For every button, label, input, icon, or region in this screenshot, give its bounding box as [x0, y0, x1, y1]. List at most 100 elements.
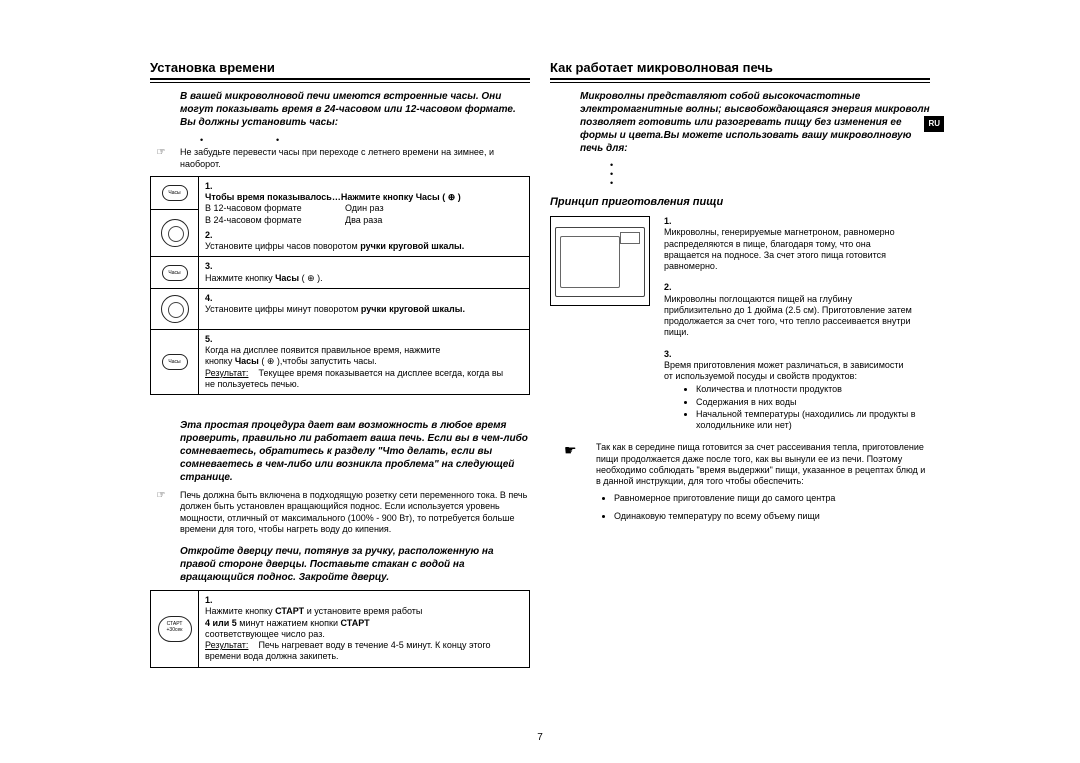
step-text-cell: 5. Когда на дисплее появится правильное … [199, 329, 530, 394]
format-label: В 12-часовом формате [205, 203, 345, 214]
bullet: • [610, 179, 930, 188]
pointer-icon: ☛ [564, 442, 577, 460]
step-row: Часы 1. Чтобы время показывалось…Нажмите… [151, 176, 530, 209]
step-number: 1. [205, 595, 219, 606]
step-text: Нажмите кнопку СТАРТ и установите время … [205, 606, 507, 662]
step-text-cell: 4. Установите цифры минут поворотом ручк… [199, 288, 530, 329]
bullet: • [200, 135, 203, 146]
step-text: Установите цифры часов поворотом ручки к… [205, 241, 507, 252]
result-text: Текущее время показывается на дисплее вс… [205, 368, 503, 389]
principle-subhead: Принцип приготовления пищи [550, 196, 930, 210]
left-intro: В вашей микроволновой печи имеются встро… [150, 90, 530, 129]
start-step-table: СТАРТ +30сек 1. Нажмите кнопку СТАРТ и у… [150, 590, 530, 668]
step-row: СТАРТ +30сек 1. Нажмите кнопку СТАРТ и у… [151, 591, 530, 668]
step-number: 2. [205, 230, 219, 241]
divider [550, 78, 930, 80]
step-text: Установите цифры минут поворотом ручки к… [205, 304, 507, 315]
step-number: 1. [205, 181, 219, 192]
principle-text: Время приготовления может различаться, в… [664, 360, 914, 383]
result-label: Результат: [205, 368, 248, 378]
clock-button-icon: Часы [162, 265, 188, 281]
right-intro: Микроволны представляют собой высокочаст… [550, 90, 930, 155]
principle-number: 1. [664, 216, 678, 227]
pointer-note: ☛ Так как в середине пища готовится за с… [550, 442, 930, 522]
bullet: • [610, 170, 930, 179]
step-icon-cell: Часы [151, 329, 199, 394]
use-bullets: • • • [550, 161, 930, 188]
note-text: Печь должна быть включена в подходящую р… [180, 490, 527, 534]
clock-button-icon: Часы [162, 354, 188, 370]
format-row: В 24-часовом формате Два раза [205, 215, 507, 226]
check-note: ☞ Печь должна быть включена в подходящую… [150, 490, 530, 535]
format-row: В 12-часовом формате Один раз [205, 203, 507, 214]
step-row: Часы 3. Нажмите кнопку Часы ( ⊕ ). [151, 257, 530, 289]
factor-item: Количества и плотности продуктов [696, 384, 930, 395]
divider [550, 82, 930, 83]
step-icon-cell [151, 288, 199, 329]
step-text: Когда на дисплее появится правильное вре… [205, 345, 507, 390]
microwave-figure [550, 216, 650, 306]
principle-item: 1. Микроволны, генерируемые магнетроном,… [550, 216, 930, 432]
divider [150, 78, 530, 80]
note-icon: ☞ [150, 147, 172, 160]
factors-list: Количества и плотности продуктов Содержа… [664, 384, 930, 431]
principle-text: Микроволны поглощаются пищей на глубину … [664, 294, 914, 339]
figure-cell [550, 216, 654, 432]
result-label: Результат: [205, 640, 248, 650]
principle-number: 3. [664, 349, 678, 360]
right-title: Как работает микроволновая печь [550, 60, 930, 76]
bullet: • [276, 135, 279, 146]
step-number: 4. [205, 293, 219, 304]
step-icon-cell: Часы [151, 257, 199, 289]
clock-steps-table: Часы 1. Чтобы время показывалось…Нажмите… [150, 176, 530, 395]
dial-icon [161, 295, 189, 323]
bullet: • [610, 161, 930, 170]
step-row: 4. Установите цифры минут поворотом ручк… [151, 288, 530, 329]
check-paragraph: Эта простая процедура дает вам возможнос… [180, 419, 530, 484]
pointer-bullet: Равномерное приготовление пищи до самого… [614, 493, 930, 504]
pointer-bullets: Равномерное приготовление пищи до самого… [596, 493, 930, 522]
microwave-icon [555, 227, 645, 297]
divider [150, 82, 530, 83]
page-number: 7 [0, 732, 1080, 745]
dial-icon [161, 219, 189, 247]
step-line: Когда на дисплее появится правильное вре… [205, 345, 440, 355]
step-text-cell: 1. Чтобы время показывалось…Нажмите кноп… [199, 176, 530, 257]
page-content: Установка времени В вашей микроволновой … [150, 60, 930, 668]
step-text: Чтобы время показывалось…Нажмите кнопку … [205, 192, 507, 226]
principles-list: 1. Микроволны, генерируемые магнетроном,… [550, 216, 930, 432]
step-row: Часы 5. Когда на дисплее появится правил… [151, 329, 530, 394]
right-column: Как работает микроволновая печь Микровол… [550, 60, 930, 668]
step-text: Нажмите кнопку Часы ( ⊕ ). [205, 273, 507, 284]
step-bold: Чтобы время показывалось…Нажмите кнопку … [205, 192, 461, 202]
clock-button-icon: Часы [162, 185, 188, 201]
step-line: соответствующее число раз. [205, 629, 325, 639]
format-label: В 24-часовом формате [205, 215, 345, 226]
step-number: 3. [205, 261, 219, 272]
principle-text-cell: 1. Микроволны, генерируемые магнетроном,… [664, 216, 930, 432]
step-number: 5. [205, 334, 219, 345]
intro-bullets: • • [150, 135, 530, 141]
start-button-icon: СТАРТ +30сек [158, 616, 192, 642]
pointer-bullet: Одинаковую температуру по всему объему п… [614, 511, 930, 522]
note-text: Не забудьте перевести часы при переходе … [180, 147, 494, 168]
format-value: Один раз [345, 203, 384, 214]
result-text: Печь нагревает воду в течение 4-5 минут.… [205, 640, 490, 661]
left-title: Установка времени [150, 60, 530, 76]
step-icon-cell: Часы [151, 176, 199, 209]
principle-number: 2. [664, 282, 678, 293]
pointer-text: Так как в середине пища готовится за сче… [596, 442, 925, 486]
step-icon-cell [151, 210, 199, 257]
factor-item: Содержания в них воды [696, 397, 930, 408]
start-sub: +30сек [167, 627, 183, 633]
step-icon-cell: СТАРТ +30сек [151, 591, 199, 668]
left-column: Установка времени В вашей микроволновой … [150, 60, 530, 668]
principle-text: Микроволны, генерируемые магнетроном, ра… [664, 227, 914, 272]
open-door-paragraph: Откройте дверцу печи, потянув за ручку, … [150, 545, 530, 584]
factor-item: Начальной температуры (находились ли про… [696, 409, 930, 432]
clock-note: ☞ Не забудьте перевести часы при переход… [150, 147, 530, 170]
note-icon: ☞ [150, 490, 172, 503]
format-value: Два раза [345, 215, 382, 226]
step-text-cell: 3. Нажмите кнопку Часы ( ⊕ ). [199, 257, 530, 289]
step-text-cell: 1. Нажмите кнопку СТАРТ и установите вре… [199, 591, 530, 668]
